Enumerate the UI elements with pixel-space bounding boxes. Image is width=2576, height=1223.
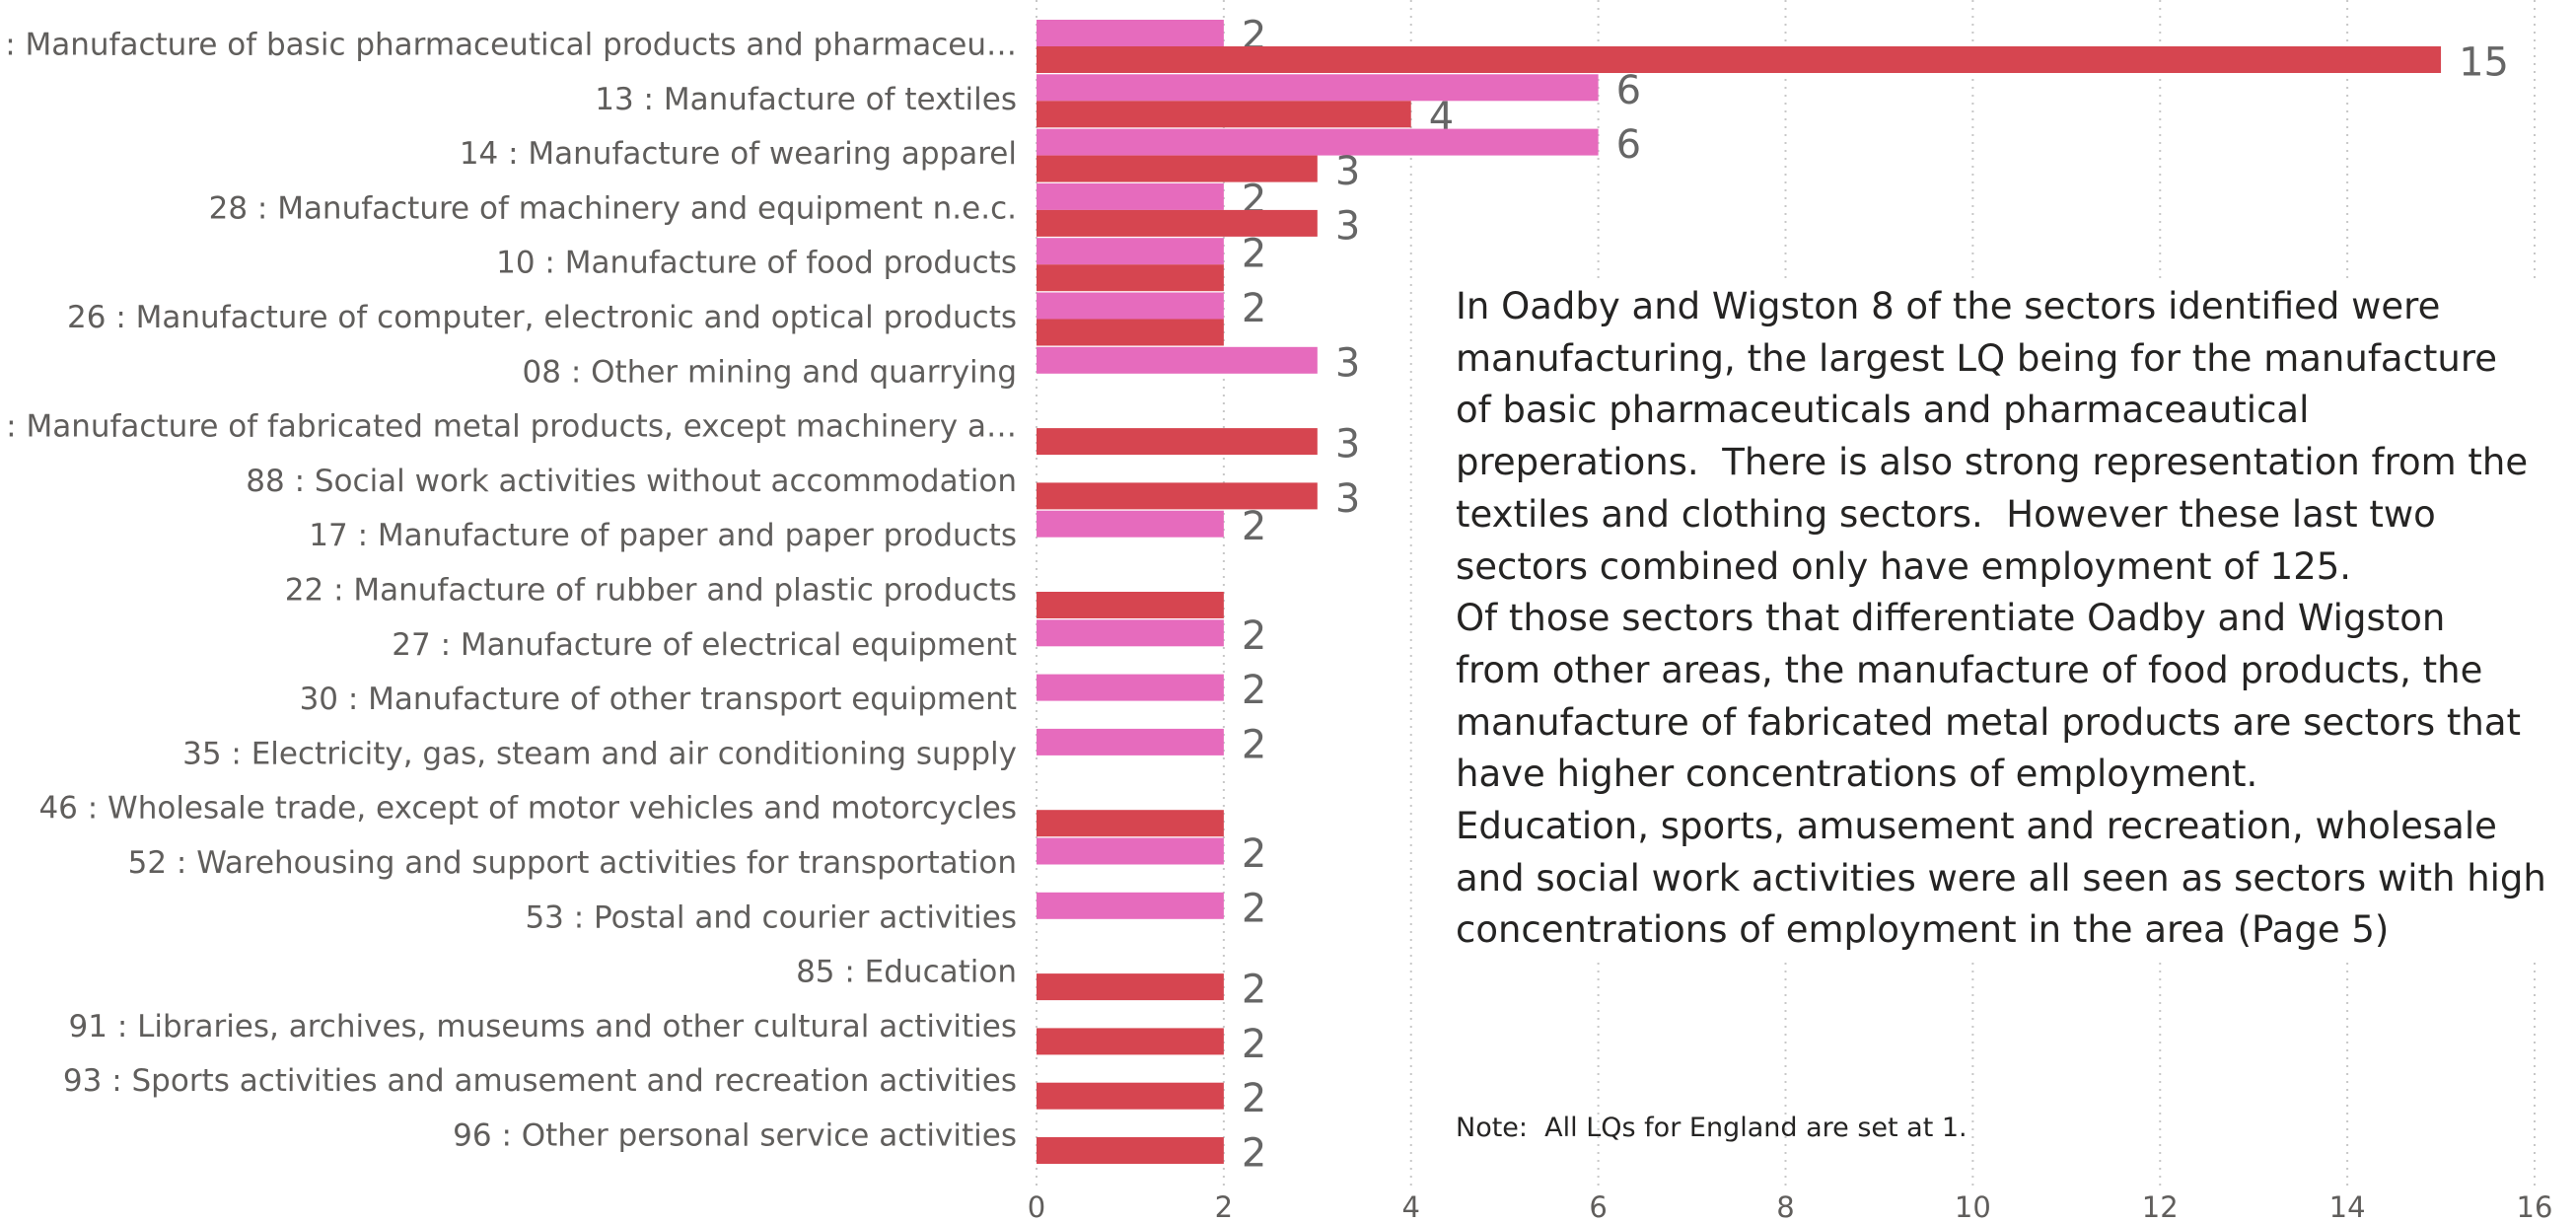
commentary-line: In Oadby and Wigston 8 of the sectors id…	[1456, 285, 2441, 327]
x-tick-label: 10	[1955, 1190, 1991, 1223]
commentary-line: textiles and clothing sectors. However t…	[1456, 492, 2436, 536]
bar	[1037, 1028, 1224, 1055]
bar	[1037, 46, 2442, 73]
y-tick-label: 14 : Manufacture of wearing apparel	[460, 136, 1017, 172]
data-label: 2	[1242, 1076, 1266, 1121]
bar	[1037, 20, 1224, 46]
commentary-line: have higher concentrations of employment…	[1456, 753, 2258, 796]
commentary-line: concentrations of employment in the area…	[1456, 908, 2390, 952]
data-label: 2	[1242, 886, 1266, 931]
bar	[1037, 346, 1318, 374]
data-label: 2	[1242, 232, 1266, 277]
x-tick-label: 14	[2329, 1190, 2366, 1223]
bar	[1037, 973, 1224, 1001]
y-tick-label: 91 : Libraries, archives, museums and ot…	[69, 1009, 1017, 1044]
commentary-line: manufacture of fabricated metal products…	[1456, 700, 2522, 744]
bar	[1037, 619, 1224, 647]
y-tick-label: 30 : Manufacture of other transport equi…	[300, 682, 1017, 717]
bar	[1037, 1137, 1224, 1164]
data-label: 2	[1242, 831, 1266, 877]
bar	[1037, 128, 1599, 156]
commentary-line: of basic pharmaceuticals and pharmaceaut…	[1456, 389, 2310, 432]
data-label: 6	[1616, 122, 1641, 168]
bar	[1037, 728, 1224, 755]
y-tick-label: 25 : Manufacture of fabricated metal pro…	[0, 409, 1017, 445]
commentary-line: preperations. There is also strong repre…	[1456, 441, 2529, 484]
data-label: 2	[1242, 504, 1266, 549]
x-tick-label: 8	[1776, 1190, 1794, 1223]
bar	[1037, 209, 1318, 237]
bar	[1037, 674, 1224, 701]
bar	[1037, 182, 1224, 210]
data-label: 15	[2459, 40, 2509, 86]
x-tick-label: 2	[1215, 1190, 1233, 1223]
bar	[1037, 292, 1224, 320]
bar	[1037, 319, 1224, 346]
y-tick-label: 08 : Other mining and quarrying	[523, 354, 1017, 390]
y-tick-label: 88 : Social work activities without acco…	[246, 464, 1017, 499]
x-tick-label: 12	[2142, 1190, 2179, 1223]
bar	[1037, 592, 1224, 618]
data-label: 3	[1335, 340, 1360, 386]
data-label: 3	[1335, 149, 1360, 194]
note: Note: All LQs for England are set at 1.	[1456, 1113, 1968, 1143]
bar	[1037, 482, 1318, 510]
x-tick-label: 6	[1589, 1190, 1607, 1223]
bar	[1037, 74, 1599, 102]
commentary-line: Education, sports, amusement and recreat…	[1456, 805, 2497, 848]
y-tick-label: 28 : Manufacture of machinery and equipm…	[209, 190, 1017, 226]
data-label: 6	[1616, 68, 1641, 113]
data-label: 2	[1242, 1131, 1266, 1177]
bar	[1037, 264, 1224, 292]
data-label: 3	[1335, 422, 1360, 468]
bar	[1037, 101, 1411, 128]
bar	[1037, 238, 1224, 265]
y-tick-label: 46 : Wholesale trade, except of motor ve…	[38, 791, 1017, 827]
commentary-line: and social work activities were all seen…	[1456, 856, 2546, 899]
bar	[1037, 510, 1224, 538]
commentary-line: Of those sectors that differentiate Oadb…	[1456, 597, 2446, 640]
bar	[1037, 428, 1318, 456]
bar	[1037, 837, 1224, 865]
y-tick-label: 93 : Sports activities and amusement and…	[63, 1063, 1017, 1099]
y-tick-label: 85 : Education	[796, 955, 1017, 990]
data-label: 3	[1335, 476, 1360, 522]
bar	[1037, 155, 1318, 182]
data-label: 3	[1335, 203, 1360, 249]
commentary-line: manufacturing, the largest LQ being for …	[1456, 336, 2497, 380]
x-tick-label: 4	[1402, 1190, 1420, 1223]
data-label: 2	[1242, 968, 1266, 1013]
commentary-line: sectors combined only have employment of…	[1456, 544, 2352, 588]
y-tick-label: 52 : Warehousing and support activities …	[128, 845, 1017, 881]
y-tick-label: 27 : Manufacture of electrical equipment	[392, 627, 1017, 663]
x-tick-label: 0	[1028, 1190, 1045, 1223]
data-label: 2	[1242, 668, 1266, 713]
y-tick-label: 22 : Manufacture of rubber and plastic p…	[285, 573, 1017, 609]
bar	[1037, 810, 1224, 837]
commentary: In Oadby and Wigston 8 of the sectors id…	[1456, 281, 2546, 958]
y-tick-label: 17 : Manufacture of paper and paper prod…	[309, 518, 1017, 553]
y-tick-label: 21 : Manufacture of basic pharmaceutical…	[0, 28, 1017, 63]
x-tick-label: 16	[2517, 1190, 2553, 1223]
y-tick-label: 96 : Other personal service activities	[453, 1118, 1017, 1154]
data-label: 2	[1242, 722, 1266, 767]
y-tick-label: 35 : Electricity, gas, steam and air con…	[182, 736, 1017, 771]
y-tick-label: 13 : Manufacture of textiles	[595, 82, 1017, 117]
data-label: 2	[1242, 613, 1266, 659]
bar	[1037, 892, 1224, 919]
bar	[1037, 1082, 1224, 1110]
y-tick-label: 26 : Manufacture of computer, electronic…	[67, 300, 1017, 335]
y-tick-label: 53 : Postal and courier activities	[525, 899, 1017, 935]
data-label: 2	[1242, 1022, 1266, 1067]
y-tick-label: 10 : Manufacture of food products	[496, 246, 1017, 281]
commentary-line: from other areas, the manufacture of foo…	[1456, 648, 2483, 691]
data-label: 2	[1242, 286, 1266, 331]
